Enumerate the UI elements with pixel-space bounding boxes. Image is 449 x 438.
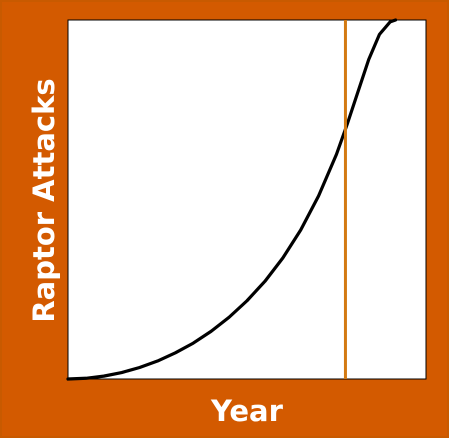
y-axis-label: Raptor Attacks: [27, 78, 61, 322]
chart-marks: [66, 18, 398, 381]
series-line-0: [66, 18, 398, 381]
x-axis-label: Year: [210, 394, 284, 428]
plot-area: [67, 19, 427, 380]
